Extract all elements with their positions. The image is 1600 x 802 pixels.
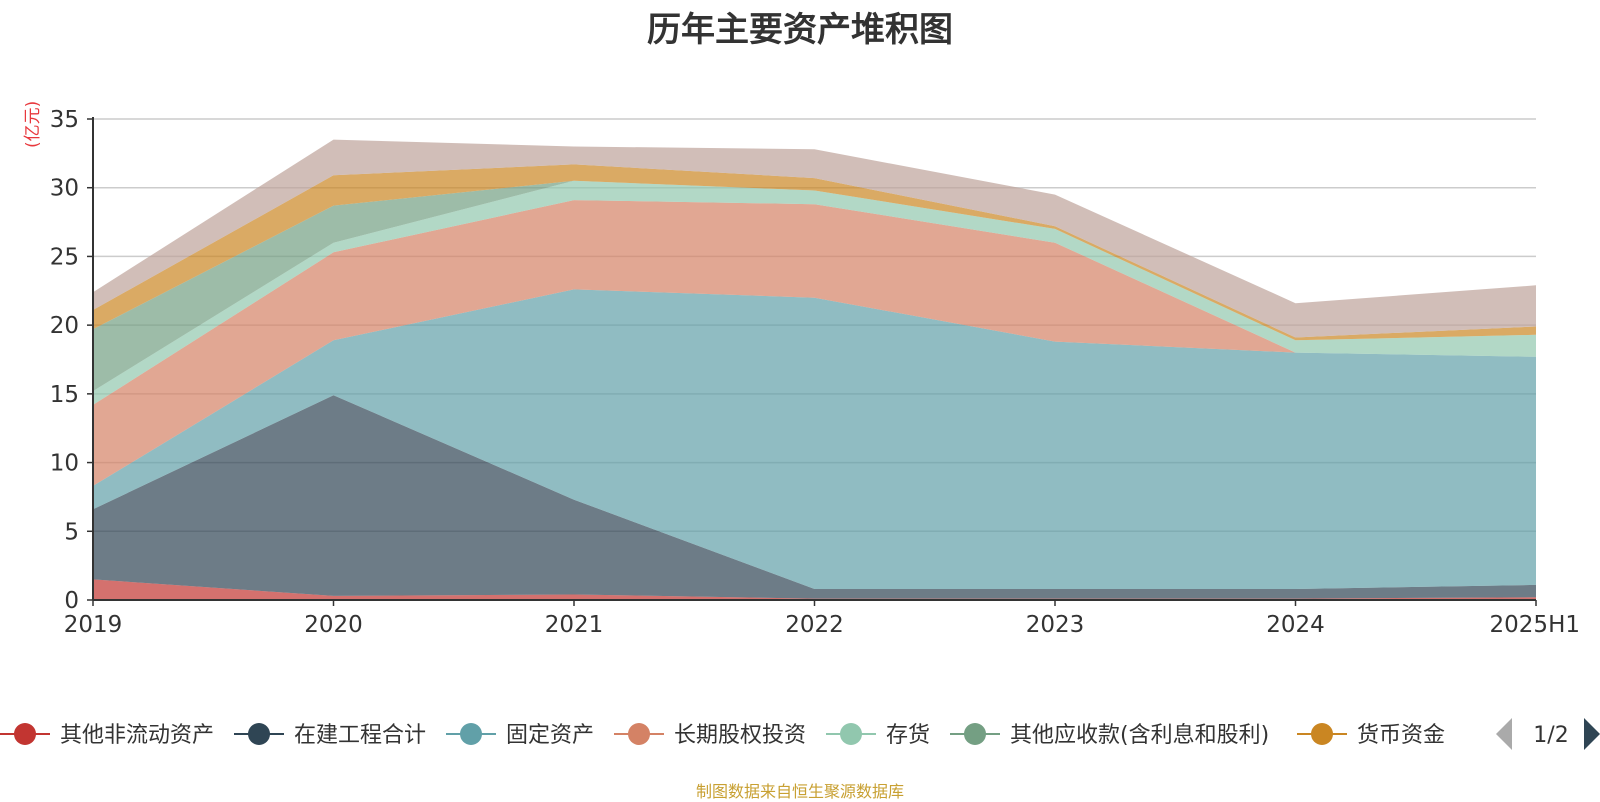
legend-item-6[interactable]: 货币资金	[1297, 723, 1445, 748]
legend-items: 其他非流动资产 在建工程合计 固定资产 长期股权投资 存货 其他应收款(含利息和股利) 货币…	[0, 723, 1445, 748]
legend-label: 其他应收款(含利息和股利)	[1010, 723, 1269, 748]
legend-marker	[14, 723, 36, 745]
axes: 0 5 10 15 20 25 30 35 2019 2020 2021 2022 2023 2024 20…	[50, 107, 1580, 638]
legend-marker	[248, 723, 270, 745]
area-series-7	[93, 139, 1536, 338]
y-tick-label: 15	[50, 382, 79, 408]
legend-item-5[interactable]: 其他应收款(含利息和股利)	[950, 723, 1269, 748]
legend-label: 长期股权投资	[674, 723, 806, 748]
legend-label: 固定资产	[506, 723, 594, 748]
legend-item-1[interactable]: 在建工程合计	[234, 723, 426, 748]
x-tick-label: 2019	[64, 612, 123, 638]
legend-marker	[460, 723, 482, 745]
legend-marker	[964, 723, 986, 745]
legend-marker	[628, 723, 650, 745]
x-tick-label: 2023	[1026, 612, 1085, 638]
legend-next-page-icon[interactable]	[1584, 718, 1600, 750]
y-tick-label: 35	[50, 107, 79, 133]
area-series-2	[93, 289, 1536, 589]
area-series	[93, 139, 1536, 600]
legend-marker	[840, 723, 862, 745]
legend-page-indicator: 1/2	[1533, 723, 1568, 748]
legend-label: 在建工程合计	[294, 723, 426, 748]
legend-item-0[interactable]: 其他非流动资产	[0, 723, 214, 748]
legend-item-3[interactable]: 长期股权投资	[614, 723, 806, 748]
x-tick-label: 2021	[545, 612, 604, 638]
source-note: 制图数据来自恒生聚源数据库	[695, 782, 904, 801]
chart-title: 历年主要资产堆积图	[647, 10, 953, 50]
area-series-1	[93, 395, 1536, 599]
y-tick-label: 20	[50, 313, 79, 339]
area-series-3	[93, 200, 1536, 486]
y-tick-label: 0	[64, 588, 79, 614]
y-tick-label: 25	[50, 244, 79, 270]
legend-label: 货币资金	[1357, 723, 1445, 748]
legend-label: 其他非流动资产	[60, 723, 214, 748]
x-tick-label: 2022	[785, 612, 844, 638]
x-tick-label: 2024	[1266, 612, 1325, 638]
legend-prev-page-icon[interactable]	[1496, 718, 1512, 750]
x-tick-label: 2025H1	[1490, 612, 1580, 638]
y-tick-label: 30	[50, 176, 79, 202]
legend-item-4[interactable]: 存货	[826, 723, 930, 748]
x-tick-label: 2020	[304, 612, 363, 638]
legend-label: 存货	[886, 723, 930, 748]
area-series-0	[93, 579, 1536, 600]
legend[interactable]: 其他非流动资产 在建工程合计 固定资产 长期股权投资 存货 其他应收款(含利息和股利) 货币…	[0, 718, 1600, 750]
y-tick-label: 10	[50, 451, 79, 477]
y-tick-label: 5	[64, 519, 79, 545]
legend-item-2[interactable]: 固定资产	[446, 723, 594, 748]
legend-marker	[1311, 723, 1333, 745]
